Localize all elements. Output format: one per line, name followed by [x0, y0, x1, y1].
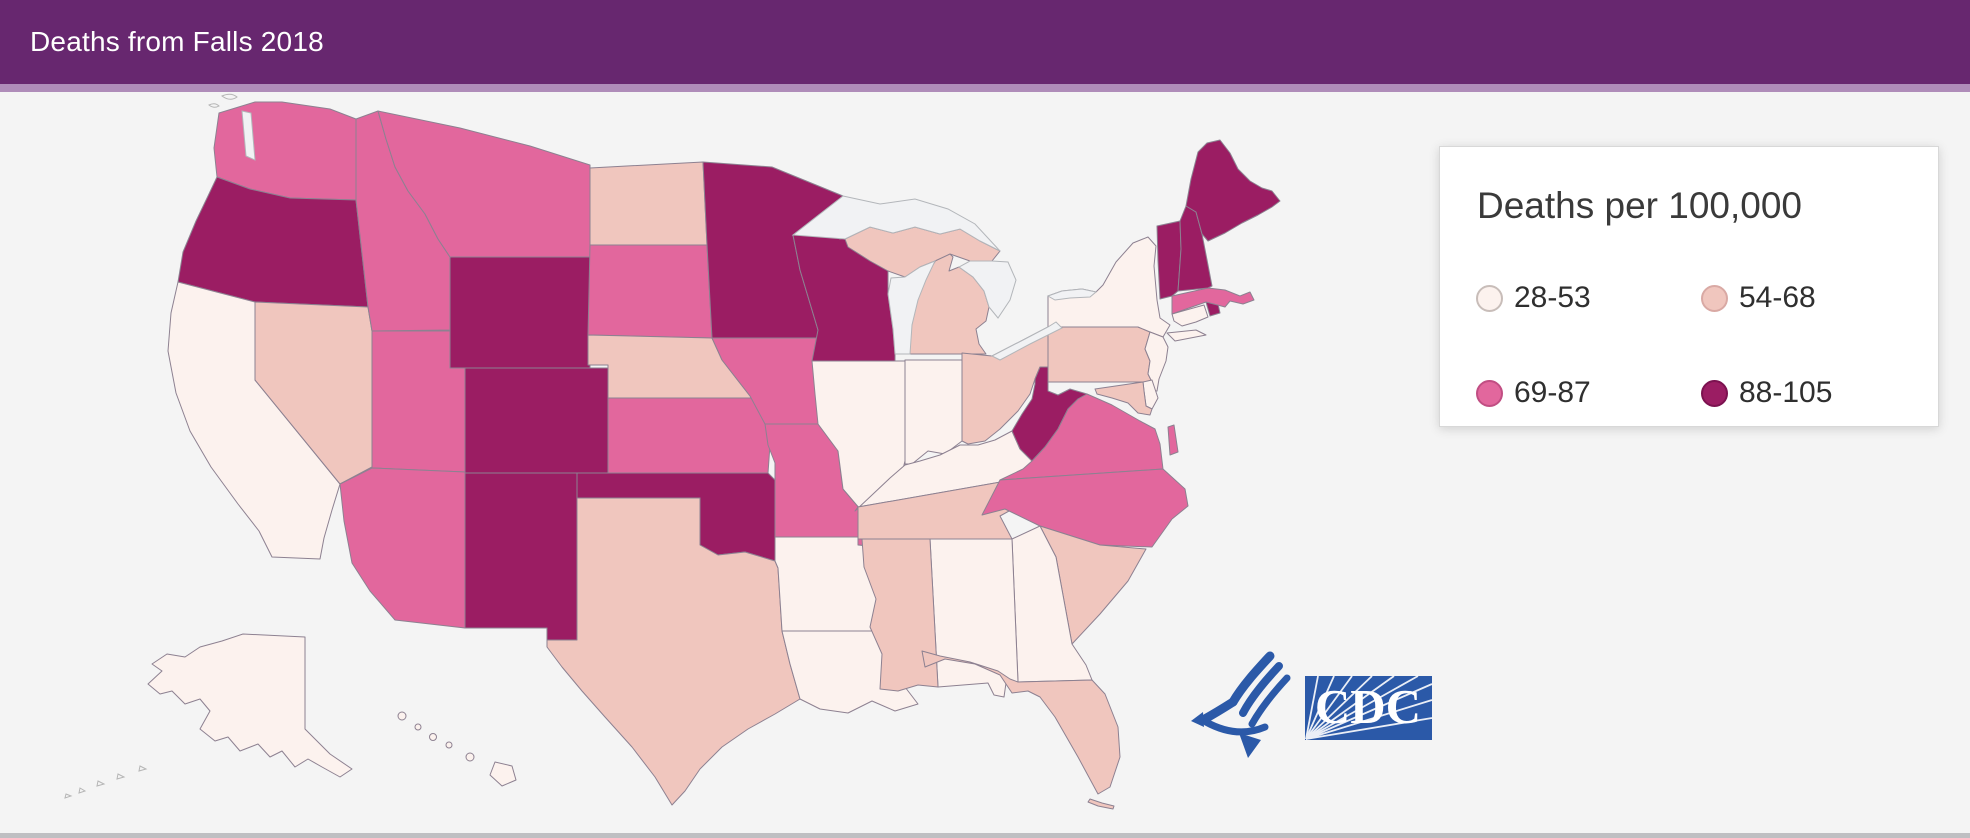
- legend-item-69-87[interactable]: 69-87: [1476, 376, 1591, 410]
- legend-swatch-54-68: [1701, 284, 1728, 312]
- us-choropleth-map: [0, 92, 1970, 833]
- puget-sound: [241, 110, 256, 161]
- cdc-box-icon: CDC: [1305, 675, 1433, 740]
- state-pennsylvania[interactable]: [1047, 326, 1153, 383]
- lake-superior: [791, 195, 1001, 252]
- state-hawaii[interactable]: [414, 723, 422, 731]
- legend-item-54-68[interactable]: 54-68: [1701, 281, 1816, 315]
- state-new-york-long-island[interactable]: [1166, 329, 1207, 342]
- legend-swatch-69-87: [1476, 379, 1503, 407]
- state-alabama[interactable]: [929, 538, 1019, 698]
- hhs-eagle-icon: [1198, 651, 1291, 736]
- state-new-mexico[interactable]: [464, 472, 578, 641]
- legend-title: Deaths per 100,000: [1477, 185, 1803, 226]
- state-hawaii[interactable]: [429, 733, 437, 741]
- state-kansas[interactable]: [607, 397, 773, 474]
- bottom-divider: [0, 833, 1970, 838]
- legend-label: 28-53: [1514, 281, 1591, 314]
- state-maine[interactable]: [1185, 139, 1281, 242]
- state-florida[interactable]: [921, 650, 1121, 795]
- hhs-eagle-beak: [1191, 712, 1204, 727]
- state-virginia-eastern-shore[interactable]: [1167, 424, 1179, 456]
- lake-michigan: [887, 260, 936, 355]
- state-south-dakota[interactable]: [587, 244, 713, 339]
- state-colorado[interactable]: [464, 367, 609, 474]
- state-texas[interactable]: [546, 497, 801, 806]
- state-hawaii-group: [397, 711, 517, 787]
- state-arizona[interactable]: [339, 467, 466, 629]
- vancouver-island: [208, 93, 238, 108]
- state-vermont[interactable]: [1156, 220, 1182, 300]
- state-hawaii[interactable]: [445, 741, 453, 749]
- state-alaska[interactable]: [147, 633, 353, 778]
- cdc-hhs-logo: CDC: [1191, 651, 1433, 758]
- lake-erie: [990, 321, 1063, 361]
- title-bar: Deaths from Falls 2018: [0, 0, 1970, 84]
- lake-huron: [958, 260, 1017, 319]
- state-maryland[interactable]: [1094, 381, 1153, 416]
- legend-swatch-88-105: [1701, 379, 1728, 407]
- state-new-york[interactable]: [1047, 236, 1171, 338]
- title-bar-accent-stripe: [0, 84, 1970, 92]
- state-montana[interactable]: [377, 110, 591, 258]
- legend-label: 54-68: [1739, 281, 1816, 314]
- state-north-carolina[interactable]: [981, 468, 1189, 548]
- hhs-eagle-tail: [1239, 733, 1261, 758]
- state-connecticut[interactable]: [1171, 304, 1209, 327]
- legend-swatch-28-53: [1476, 284, 1503, 312]
- lake-ontario: [1046, 288, 1098, 301]
- state-hawaii[interactable]: [489, 761, 517, 787]
- state-virginia[interactable]: [999, 393, 1164, 481]
- state-hawaii[interactable]: [397, 711, 407, 721]
- state-mississippi[interactable]: [861, 538, 939, 692]
- state-north-dakota[interactable]: [589, 161, 708, 246]
- aleutian-islands: [64, 765, 148, 799]
- state-hawaii[interactable]: [465, 752, 475, 762]
- cdc-logo-text: CDC: [1315, 679, 1421, 734]
- page-title: Deaths from Falls 2018: [30, 26, 324, 57]
- legend-label: 88-105: [1739, 376, 1833, 409]
- legend-label: 69-87: [1514, 376, 1591, 409]
- state-florida-keys[interactable]: [1087, 798, 1115, 810]
- legend-card: Deaths per 100,000 28-53 54-68 69-87 88-…: [1439, 146, 1939, 427]
- state-massachusetts[interactable]: [1171, 287, 1255, 315]
- legend-item-28-53[interactable]: 28-53: [1476, 281, 1591, 315]
- legend-item-88-105[interactable]: 88-105: [1701, 376, 1832, 410]
- state-wyoming[interactable]: [449, 256, 591, 369]
